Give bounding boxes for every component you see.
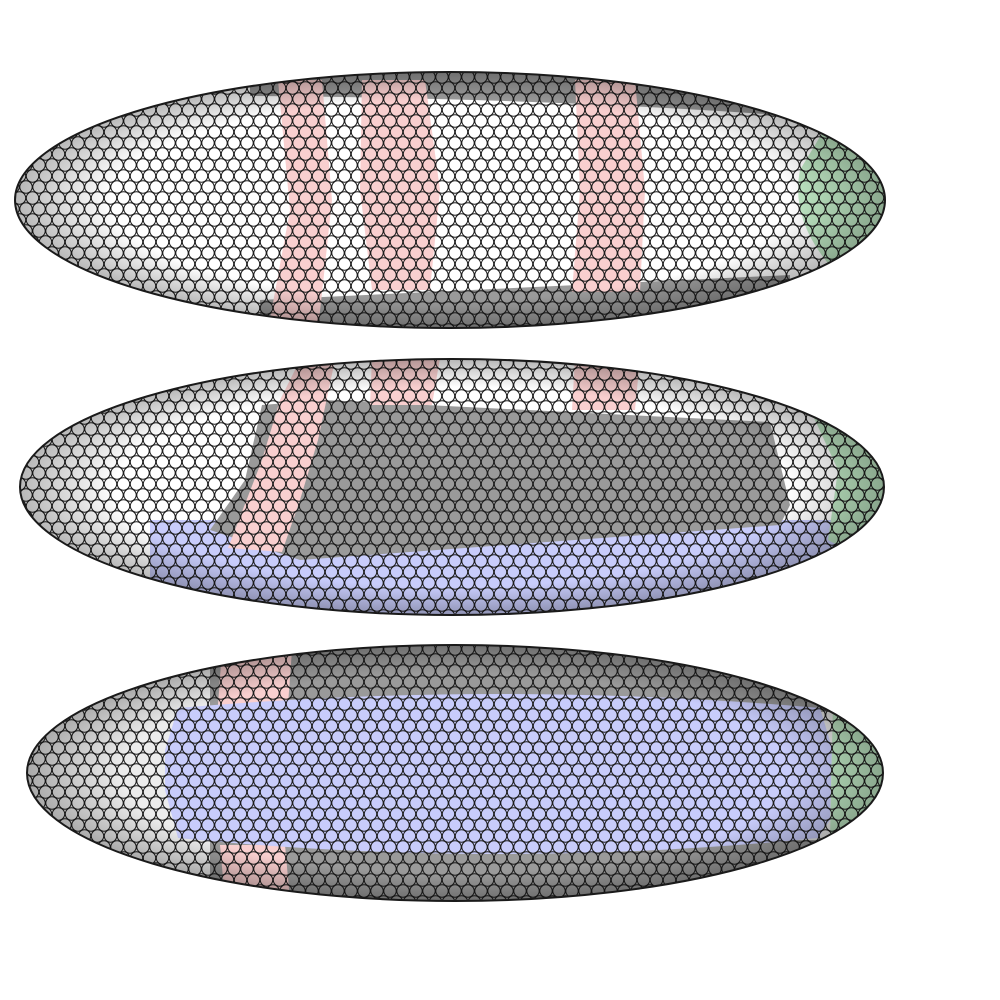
embryo-outline xyxy=(26,644,884,902)
embryo-outline xyxy=(14,71,886,329)
embryo-outline xyxy=(19,358,885,616)
